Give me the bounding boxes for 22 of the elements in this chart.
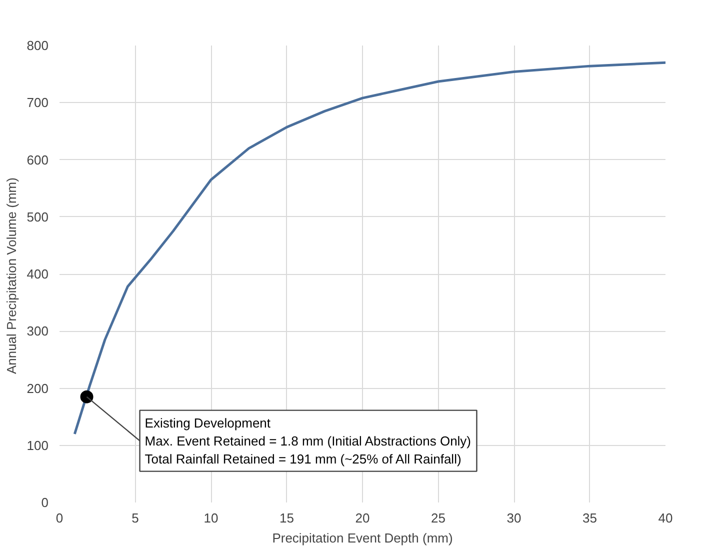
- y-tick-label: 600: [26, 152, 49, 168]
- x-tick-label: 35: [582, 510, 597, 526]
- y-tick-label: 100: [26, 438, 49, 453]
- x-tick-label: 5: [132, 510, 139, 526]
- y-tick-label: 700: [26, 95, 49, 110]
- x-tick-label: 15: [280, 510, 294, 526]
- annotation: Existing Development Max. Event Retained = 1.8 mm (Initial Abstractions Only) Total Rainfall Retained = 191 mm (~25% of All Rainfall): [144, 415, 472, 466]
- y-tick-label: 800: [26, 38, 49, 53]
- y-tick-label: 500: [26, 209, 49, 224]
- y-axis-title: Annual Precipitation Volume (mm): [4, 178, 19, 374]
- x-tick-label: 25: [431, 510, 446, 526]
- line-series: [73, 61, 666, 436]
- x-tick-label: 30: [506, 510, 522, 526]
- x-axis-title: Precipitation Event Depth (mm): [272, 530, 453, 546]
- x-tick-label: 10: [204, 510, 218, 526]
- x-tick-label: 0: [56, 510, 64, 526]
- x-tick-label: 20: [355, 510, 370, 526]
- y-tick-label: 400: [26, 266, 49, 282]
- y-tick-label: 300: [26, 324, 49, 339]
- y-tick-label: 0: [41, 495, 49, 510]
- x-tick-label: 40: [658, 510, 673, 526]
- y-tick-label: 200: [26, 380, 49, 396]
